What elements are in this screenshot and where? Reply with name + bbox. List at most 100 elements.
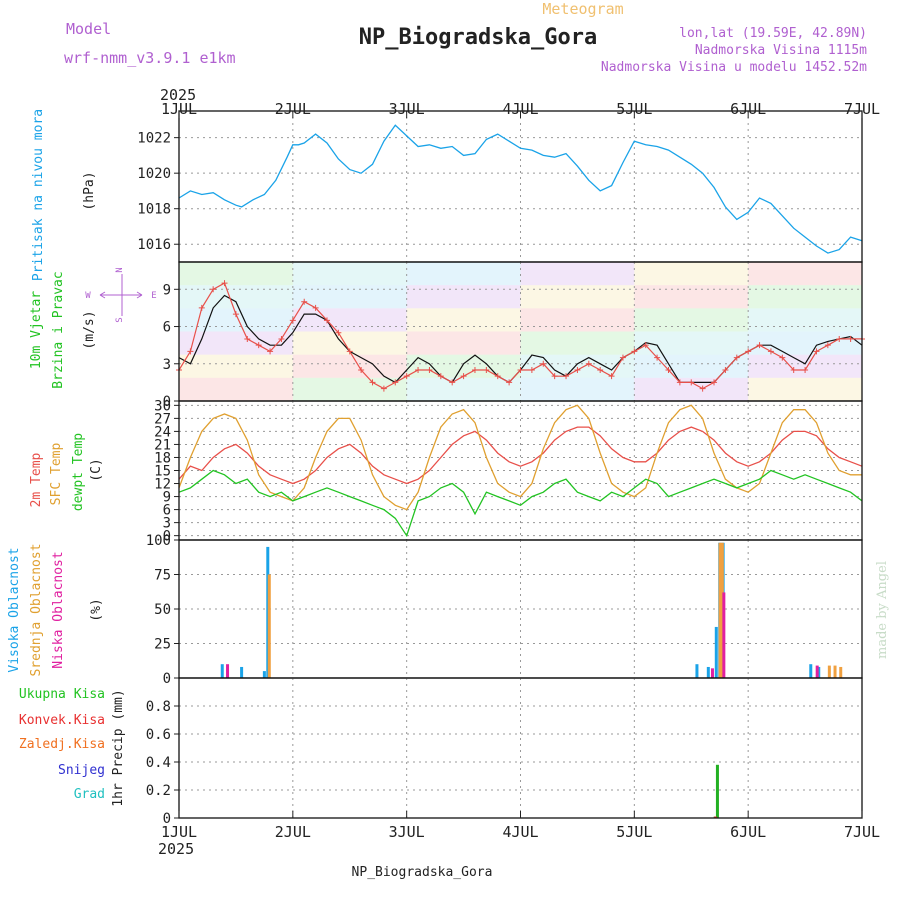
gust-marker	[346, 348, 353, 355]
temp-unit: (C)	[89, 458, 104, 481]
cloud-ylabel-1: Visoka Oblacnost	[7, 547, 22, 672]
wind-field-band	[179, 354, 293, 378]
gust-marker	[210, 286, 217, 293]
cloud-ylabel-3: Niska Oblacnost	[51, 551, 66, 668]
gust-marker	[813, 348, 820, 355]
pressure-unit: (hPa)	[82, 171, 97, 210]
gust-marker	[392, 379, 399, 386]
bottom-day-label: 4JUL	[502, 823, 538, 841]
temp-ylabel-3: dewpt Temp	[71, 433, 86, 511]
y-tick-label: 9	[163, 282, 171, 298]
y-tick-label: 0	[163, 394, 171, 410]
y-tick-label: 25	[154, 637, 171, 653]
gust-marker	[654, 354, 661, 361]
credit-text: made by Angel	[875, 561, 890, 659]
gust-marker	[289, 317, 296, 324]
wind-field-band	[634, 331, 749, 355]
wind-ylabel-2: Brzina i Pravac	[51, 271, 66, 388]
bar	[817, 666, 821, 678]
top-day-label: 7JUL	[844, 100, 880, 118]
bar	[706, 666, 710, 678]
pressure-ylabel: Pritisak na nivou mora	[31, 109, 46, 281]
y-tick-label: 0	[163, 671, 171, 687]
bar	[815, 665, 819, 678]
precip-legend-frozen: Zaledj.Kisa	[19, 737, 105, 752]
gust-marker	[676, 379, 683, 386]
panel-frame	[178, 677, 863, 819]
gust-marker	[301, 298, 308, 305]
bar	[695, 664, 699, 678]
gust-marker	[779, 354, 786, 361]
gust-marker	[335, 329, 342, 336]
gust-marker	[369, 379, 376, 386]
wind-field-band	[634, 262, 749, 286]
y-tick-label: 1016	[137, 237, 171, 253]
y-tick-label: 6	[163, 320, 171, 336]
precip-legend-conv: Konvek.Kisa	[19, 713, 105, 728]
gust-marker	[836, 335, 843, 342]
gust-marker	[437, 373, 444, 380]
gust-marker	[551, 373, 558, 380]
gust-marker	[540, 360, 547, 367]
y-tick-label: 0	[163, 529, 171, 545]
bar	[722, 592, 726, 678]
gust-marker	[358, 366, 365, 373]
bottom-day-label: 5JUL	[616, 823, 652, 841]
bar	[226, 664, 230, 678]
series-line-0	[178, 124, 863, 254]
gust-marker	[790, 366, 797, 373]
gust-marker	[665, 366, 672, 373]
temp-ylabel-1: 2m Temp	[29, 452, 44, 507]
wind-field-band	[634, 308, 749, 332]
panel-frame	[178, 110, 863, 263]
wind-field-band	[406, 285, 521, 309]
wind-field-band	[292, 331, 407, 355]
bar	[714, 626, 718, 678]
y-tick-label: 1018	[137, 202, 171, 218]
gust-marker	[267, 348, 274, 355]
gust-marker	[733, 354, 740, 361]
gust-marker	[506, 379, 513, 386]
gust-marker	[187, 348, 194, 355]
plot-panels: 1016101810201022036903691215182124273002…	[137, 110, 865, 827]
compass-arrows	[99, 274, 143, 316]
wind-field-band	[520, 262, 635, 286]
wind-field-band	[520, 331, 635, 355]
gust-marker	[426, 366, 433, 373]
wind-field-band	[748, 331, 862, 355]
gust-marker	[517, 366, 524, 373]
gust-marker	[597, 366, 604, 373]
bottom-day-label: 1JUL	[161, 823, 197, 841]
y-tick-label: 0.2	[146, 783, 171, 799]
gust-marker	[494, 373, 501, 380]
y-tick-label: 3	[163, 516, 171, 532]
wind-field-band	[406, 331, 521, 355]
bar	[262, 671, 266, 678]
wind-field-band	[748, 262, 862, 286]
panel-3: 0 25 50 75 100	[146, 533, 863, 687]
gust-marker	[745, 348, 752, 355]
gust-marker	[244, 335, 251, 342]
wind-field-band	[520, 285, 635, 309]
model-elevation-text: Nadmorska Visina u modelu 1452.52m	[601, 60, 867, 75]
wind-field-band	[520, 354, 635, 378]
gust-marker	[449, 379, 456, 386]
compass-w-label: W	[85, 291, 91, 301]
gust-marker	[460, 373, 467, 380]
compass-n-label: N	[115, 267, 125, 272]
wind-field-band	[292, 308, 407, 332]
series-line-2	[178, 469, 863, 538]
meteogram-label: Meteogram	[542, 0, 623, 18]
gust-marker	[483, 366, 490, 373]
bottom-day-label: 6JUL	[730, 823, 766, 841]
top-day-label: 6JUL	[730, 100, 766, 118]
model-label: Model	[66, 20, 111, 38]
cloud-ylabel-2: Srednja Oblacnost	[29, 543, 44, 676]
y-tick-label: 1020	[137, 166, 171, 182]
gust-marker	[585, 360, 592, 367]
y-tick-label: 12	[154, 477, 171, 493]
bar	[240, 666, 244, 678]
wind-field-band	[179, 377, 293, 401]
